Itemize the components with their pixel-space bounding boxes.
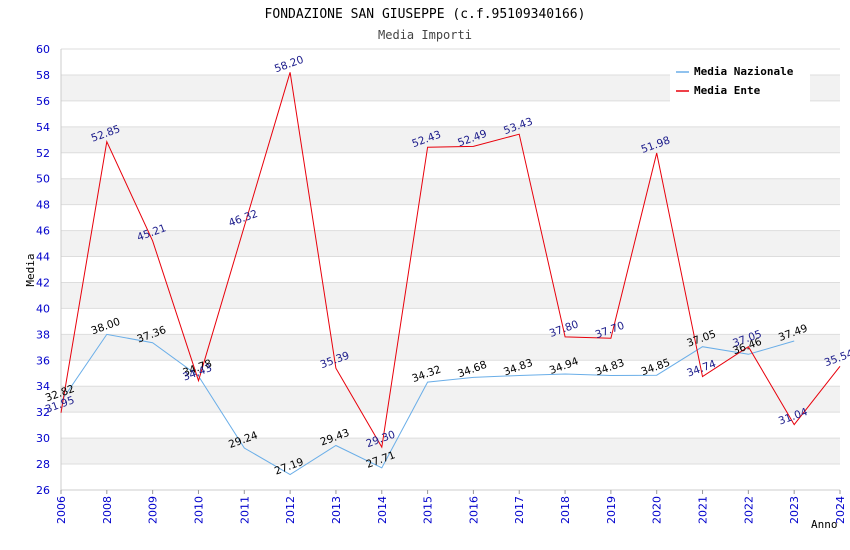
y-tick-label: 32 xyxy=(36,406,50,419)
y-tick-label: 60 xyxy=(36,43,50,56)
x-tick-label: 2019 xyxy=(605,496,618,524)
background-band xyxy=(61,126,840,153)
y-tick-label: 54 xyxy=(36,121,50,134)
y-tick-label: 38 xyxy=(36,328,50,341)
plot-border xyxy=(60,49,840,491)
x-tick-label: 2018 xyxy=(559,496,572,524)
y-tick-label: 28 xyxy=(36,458,50,471)
x-tick-label: 2006 xyxy=(55,496,68,524)
background-band xyxy=(61,230,840,257)
x-tick-label: 2016 xyxy=(467,496,480,524)
background-band xyxy=(61,386,840,413)
background-band xyxy=(61,334,840,361)
x-tick-label: 2021 xyxy=(697,496,710,524)
y-tick-label: 58 xyxy=(36,69,50,82)
background-bands xyxy=(61,74,840,465)
legend-label-media-ente: Media Ente xyxy=(694,84,761,97)
series-line-media-ente xyxy=(60,72,841,449)
x-tick-label: 2008 xyxy=(101,496,114,524)
y-axis-label: Media xyxy=(24,253,37,286)
data-label: 58.20 xyxy=(273,54,305,76)
x-tick-label: 2009 xyxy=(147,496,160,524)
x-tick-label: 2010 xyxy=(192,496,205,524)
x-axis-label: Anno xyxy=(811,518,838,531)
background-band xyxy=(61,282,840,309)
x-axis-ticks: 2006 2008 2009 2010 2011 2012 2013 2014 2015 2016… xyxy=(55,490,847,524)
data-label: 34.32 xyxy=(410,363,442,385)
y-tick-label: 26 xyxy=(36,484,50,497)
y-axis-ticks: 26 28 30 32 34 36 38 40 42 44 46 48 50 52 54 56 58 60 xyxy=(36,43,50,497)
data-label: 34.74 xyxy=(685,358,718,380)
x-tick-label: 2013 xyxy=(330,496,343,524)
y-tick-label: 50 xyxy=(36,173,50,186)
y-tick-label: 44 xyxy=(36,251,50,264)
grid-lines xyxy=(61,48,840,491)
y-tick-label: 40 xyxy=(36,302,50,315)
x-tick-label: 2020 xyxy=(651,496,664,524)
x-tick-label: 2022 xyxy=(742,496,755,524)
chart-subtitle: Media Importi xyxy=(378,28,472,42)
y-tick-label: 52 xyxy=(36,147,50,160)
series-lines xyxy=(60,72,841,476)
background-band xyxy=(61,178,840,205)
legend-box xyxy=(670,62,810,102)
x-tick-label: 2014 xyxy=(376,496,389,524)
y-tick-label: 56 xyxy=(36,95,50,108)
data-label: 46.32 xyxy=(227,208,259,230)
y-tick-label: 34 xyxy=(36,380,50,393)
x-tick-label: 2024 xyxy=(834,496,847,524)
y-tick-label: 30 xyxy=(36,432,50,445)
x-tick-label: 2011 xyxy=(238,496,251,524)
background-band xyxy=(61,438,840,465)
legend: Media Nazionale Media Ente xyxy=(670,62,810,102)
legend-label-media-nazionale: Media Nazionale xyxy=(694,65,794,78)
x-tick-label: 2012 xyxy=(284,496,297,524)
series-line-media-nazionale xyxy=(60,333,795,476)
x-tick-label: 2023 xyxy=(788,496,801,524)
x-tick-label: 2015 xyxy=(422,496,435,524)
chart-title: FONDAZIONE SAN GIUSEPPE (c.f.95109340166… xyxy=(265,7,586,22)
x-tick-label: 2017 xyxy=(513,496,526,524)
y-tick-label: 42 xyxy=(36,276,50,289)
y-tick-label: 36 xyxy=(36,354,50,367)
y-tick-label: 46 xyxy=(36,225,50,238)
y-tick-label: 48 xyxy=(36,199,50,212)
